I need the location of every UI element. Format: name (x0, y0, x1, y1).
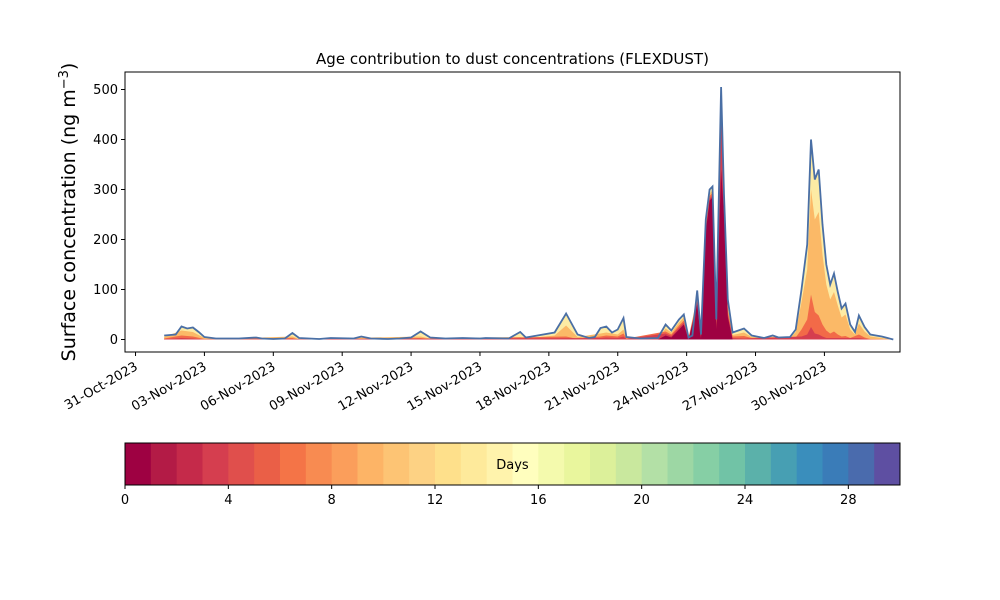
colorbar-segment (409, 443, 436, 485)
colorbar-segment (512, 443, 539, 485)
series-line-total (164, 86, 894, 341)
colorbar-segment (796, 443, 823, 485)
colorbar-tick-label: 4 (224, 493, 232, 508)
colorbar-segment (357, 443, 384, 485)
x-tick-label: 09-Nov-2023 (267, 359, 347, 414)
x-tick-label: 21-Nov-2023 (542, 359, 622, 414)
colorbar-tick-label: 28 (840, 493, 857, 508)
x-tick-label: 24-Nov-2023 (611, 359, 691, 414)
colorbar-tick-label: 16 (530, 493, 547, 508)
colorbar-segment (667, 443, 694, 485)
y-tick-label: 400 (93, 133, 118, 148)
colorbar-segment (564, 443, 591, 485)
colorbar-segment (641, 443, 668, 485)
colorbar-segment (848, 443, 875, 485)
x-tick-label: 15-Nov-2023 (405, 359, 485, 414)
colorbar-segment (460, 443, 488, 485)
colorbar-segment (770, 443, 798, 485)
colorbar-segment (435, 443, 462, 485)
x-axis: 31-Oct-202303-Nov-202306-Nov-202309-Nov-… (62, 352, 829, 414)
colorbar-segment (383, 443, 410, 485)
y-tick-label: 300 (93, 183, 118, 198)
area-total-fill (164, 87, 894, 340)
colorbar-segment (125, 443, 152, 485)
colorbar-segment (280, 443, 307, 485)
colorbar-tick-label: 20 (633, 493, 650, 508)
colorbar-segment (615, 443, 643, 485)
colorbar-segment (305, 443, 333, 485)
y-tick-label: 100 (93, 283, 118, 298)
colorbar-segment (538, 443, 565, 485)
y-axis-label-main: Surface concentration (ng m (58, 89, 80, 361)
plot-areas (164, 86, 894, 341)
x-tick-label: 18-Nov-2023 (474, 359, 554, 414)
colorbar-segment (331, 443, 358, 485)
x-tick-label: 27-Nov-2023 (680, 359, 760, 414)
y-axis-label-exponent: −3 (57, 70, 72, 89)
x-tick-label: 30-Nov-2023 (749, 359, 829, 414)
colorbar-tick-label: 24 (737, 493, 754, 508)
colorbar-axis: 0 4 8 12 16 20 24 28 (121, 485, 857, 508)
colorbar-tick-label: 0 (121, 493, 129, 508)
x-tick-label: 31-Oct-2023 (62, 359, 140, 413)
x-tick-label: 06-Nov-2023 (198, 359, 278, 414)
colorbar-segment (486, 443, 513, 485)
chart-title: Age contribution to dust concentrations … (316, 50, 709, 68)
colorbar-segment (693, 443, 720, 485)
area-band_crimson (657, 169, 894, 340)
y-axis: 0 100 200 300 400 500 (93, 83, 125, 348)
colorbar (124, 442, 901, 486)
y-axis-label: Surface concentration (ng m−3) (57, 63, 81, 362)
colorbar-segment (745, 443, 772, 485)
area-band_red (164, 104, 894, 340)
colorbar-segment (150, 443, 178, 485)
area-band_yellow (164, 95, 894, 340)
area-band_orange (164, 100, 894, 340)
x-tick-label: 03-Nov-2023 (129, 359, 209, 414)
colorbar-segment (822, 443, 849, 485)
colorbar-segment (874, 443, 901, 485)
colorbar-segment (719, 443, 746, 485)
plot-frame (124, 71, 901, 353)
colorbar-segment (590, 443, 617, 485)
y-tick-label: 200 (93, 233, 118, 248)
colorbar-frame (124, 442, 901, 486)
x-tick-label: 12-Nov-2023 (336, 359, 416, 414)
colorbar-label: Days (496, 458, 529, 473)
y-tick-label: 500 (93, 83, 118, 98)
y-axis-label-close: ) (58, 63, 80, 70)
y-tick-label: 0 (110, 333, 118, 348)
colorbar-segment (228, 443, 255, 485)
colorbar-tick-label: 12 (427, 493, 444, 508)
colorbar-segment (202, 443, 229, 485)
colorbar-tick-label: 8 (328, 493, 336, 508)
colorbar-segment (176, 443, 203, 485)
colorbar-segment (254, 443, 281, 485)
